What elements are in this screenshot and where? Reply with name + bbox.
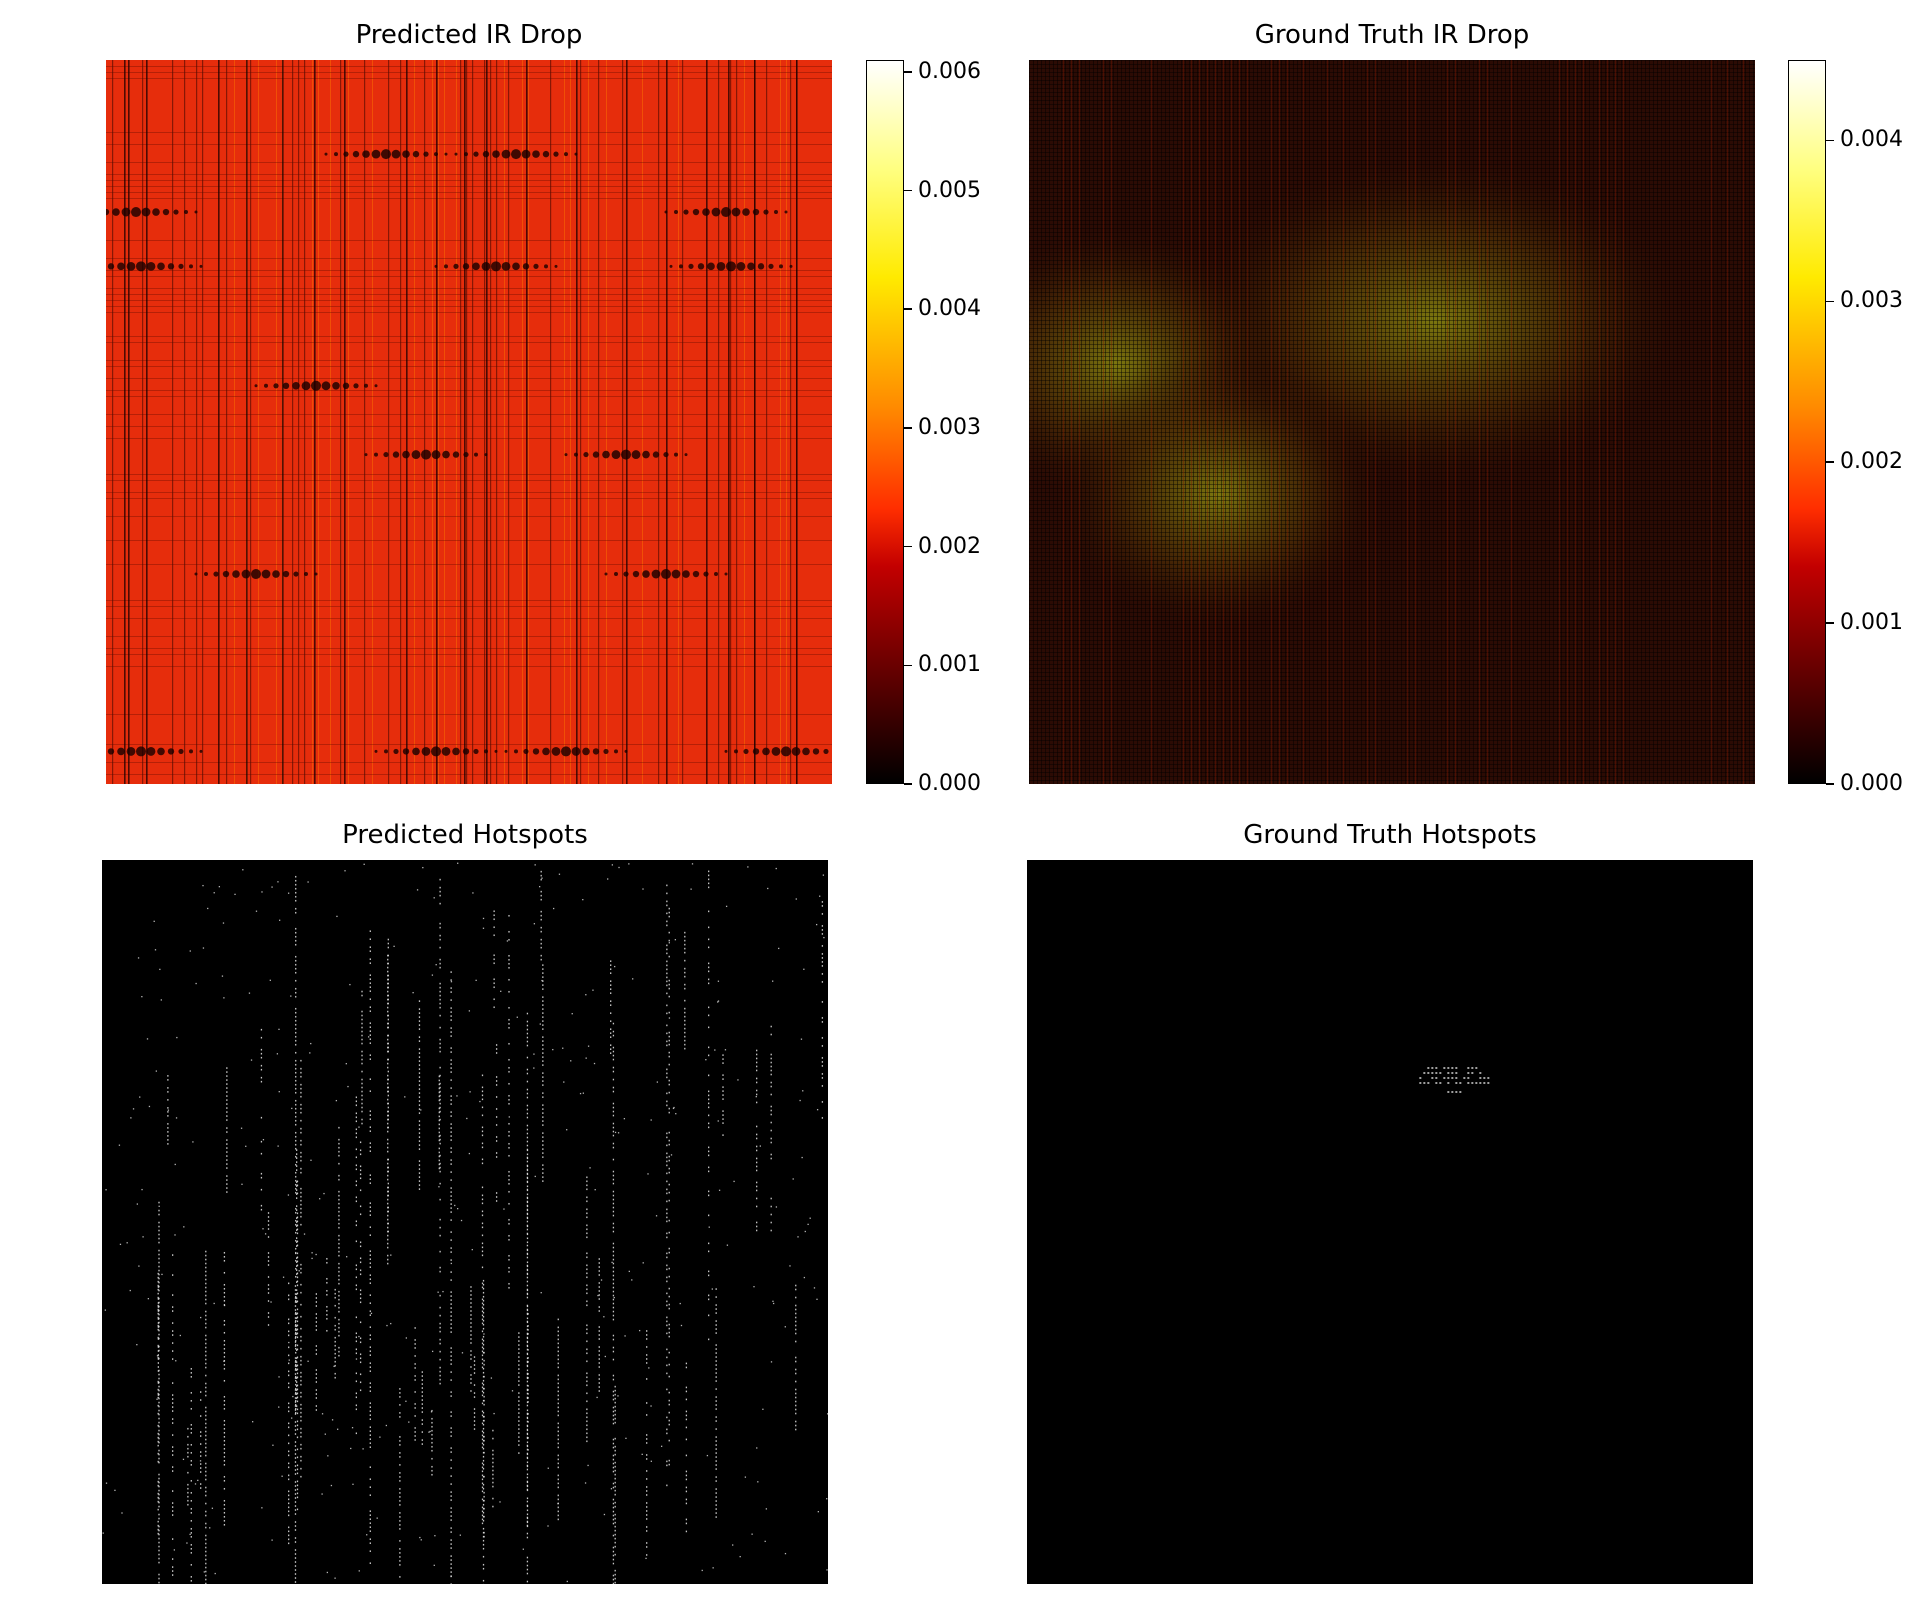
ground-truth-ir-drop-colorbar — [1788, 60, 1826, 784]
colorbar-tick-label: 0.002 — [1840, 449, 1903, 475]
colorbar-tick-label: 0.001 — [1840, 610, 1903, 636]
predicted-ir-drop-heatmap — [106, 60, 832, 784]
colorbar-tick-label: 0.002 — [918, 533, 981, 559]
colorbar-tick-label: 0.006 — [918, 58, 981, 84]
colorbar-tick-mark — [904, 427, 912, 429]
colorbar-tick-mark — [1826, 300, 1834, 303]
colorbar-tick-label: 0.001 — [918, 652, 981, 678]
colorbar-tick-mark — [904, 664, 912, 667]
colorbar-tick-mark — [1826, 461, 1834, 463]
predicted-hotspots-map — [102, 860, 828, 1584]
ground-truth-hotspots-title: Ground Truth Hotspots — [1243, 820, 1537, 850]
ground-truth-ir-drop-heatmap — [1029, 60, 1755, 784]
colorbar-tick-label: 0.004 — [1840, 127, 1903, 153]
colorbar-tick-label: 0.004 — [918, 296, 981, 322]
ground-truth-ir-drop-title: Ground Truth IR Drop — [1254, 20, 1530, 50]
predicted-ir-drop-colorbar — [866, 60, 904, 784]
colorbar-tick-mark — [904, 545, 912, 548]
colorbar-tick-mark — [904, 783, 912, 785]
predicted-hotspots-title: Predicted Hotspots — [342, 820, 588, 850]
colorbar-tick-label: 0.000 — [918, 771, 981, 796]
colorbar-tick-label: 0.003 — [1840, 288, 1903, 314]
predicted-ir-drop-title: Predicted IR Drop — [355, 20, 583, 50]
colorbar-tick-label: 0.003 — [918, 414, 981, 440]
colorbar-tick-mark — [1826, 622, 1834, 624]
colorbar-tick-mark — [1826, 139, 1834, 142]
colorbar-tick-label: 0.000 — [1840, 771, 1903, 796]
colorbar-tick-mark — [1826, 783, 1834, 785]
colorbar-tick-label: 0.005 — [918, 177, 981, 203]
colorbar-tick-mark — [904, 71, 912, 73]
colorbar-tick-mark — [904, 189, 912, 192]
ground-truth-hotspots-map — [1027, 860, 1753, 1584]
colorbar-tick-mark — [904, 308, 912, 310]
